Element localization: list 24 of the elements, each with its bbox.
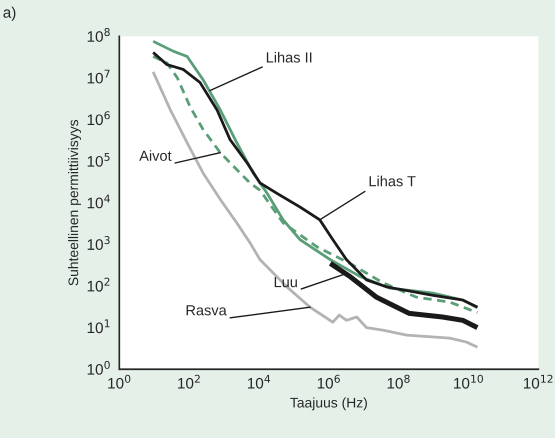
x-tick-label: 10$^{10}$ [454, 374, 483, 389]
y-tick-label: 10$^{4}$ [88, 194, 110, 208]
y-tick-label: 10$^{8}$ [88, 28, 110, 42]
y-tick-label: 10$^{6}$ [88, 111, 110, 126]
y-axis-title: Suhteellinen permittiivisyys [68, 120, 81, 286]
annotation: Aivot [139, 150, 172, 161]
annotation: Luu [274, 277, 297, 288]
x-tick-label: 10$^{8}$ [388, 374, 410, 389]
x-tick-label: 10$^{12}$ [524, 374, 552, 389]
y-tick-label: 10$^{5}$ [88, 152, 110, 167]
x-tick-label: 10$^{4}$ [248, 374, 270, 389]
annotation: Lihas T [370, 176, 416, 186]
text: a) [3, 6, 16, 21]
x-tick-label: 10$^{0}$ [108, 374, 130, 389]
x-axis-title: Taajuus (Hz) [290, 397, 367, 410]
x-tick-label: 10$^{6}$ [318, 374, 340, 389]
x-tick-label: 10$^{2}$ [178, 374, 200, 389]
annotation: Rasva [186, 305, 227, 316]
y-tick-label: 10$^{7}$ [88, 70, 110, 84]
y-tick-label: 10$^{0}$ [88, 360, 110, 375]
annotation: Lihas II [266, 52, 312, 63]
y-tick-label: 10$^{1}$ [88, 319, 110, 334]
y-tick-label: 10$^{3}$ [88, 236, 110, 250]
y-tick-label: 10$^{2}$ [88, 278, 110, 292]
